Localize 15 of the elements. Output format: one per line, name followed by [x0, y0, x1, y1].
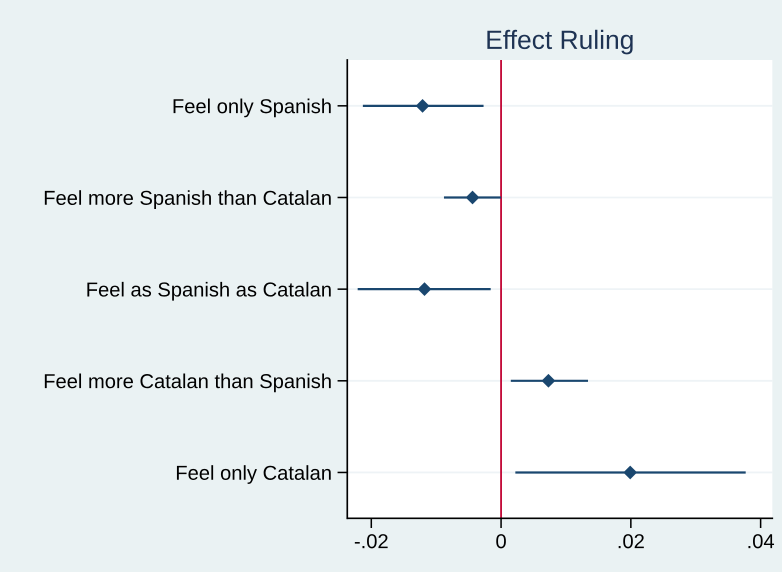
- x-tick-label: 0: [496, 534, 506, 548]
- y-tick-label: Feel only Catalan: [176, 465, 331, 484]
- y-tick-label: Feel more Catalan than Spanish: [44, 374, 331, 392]
- point: [416, 99, 430, 112]
- y-tick-label: Feel more Spanish than Catalan: [44, 190, 331, 209]
- point: [542, 374, 556, 388]
- x-tick-label: -.02: [354, 534, 388, 548]
- point: [418, 282, 432, 296]
- point: [624, 466, 637, 480]
- x-tick-label: .02: [618, 534, 644, 548]
- chart-title: Effect Ruling: [487, 30, 633, 54]
- y-tick-label: Feel as Spanish as Catalan: [87, 282, 331, 301]
- point: [466, 190, 480, 204]
- x-tick-label: .04: [748, 534, 774, 548]
- y-tick-label: Feel only Spanish: [174, 98, 331, 118]
